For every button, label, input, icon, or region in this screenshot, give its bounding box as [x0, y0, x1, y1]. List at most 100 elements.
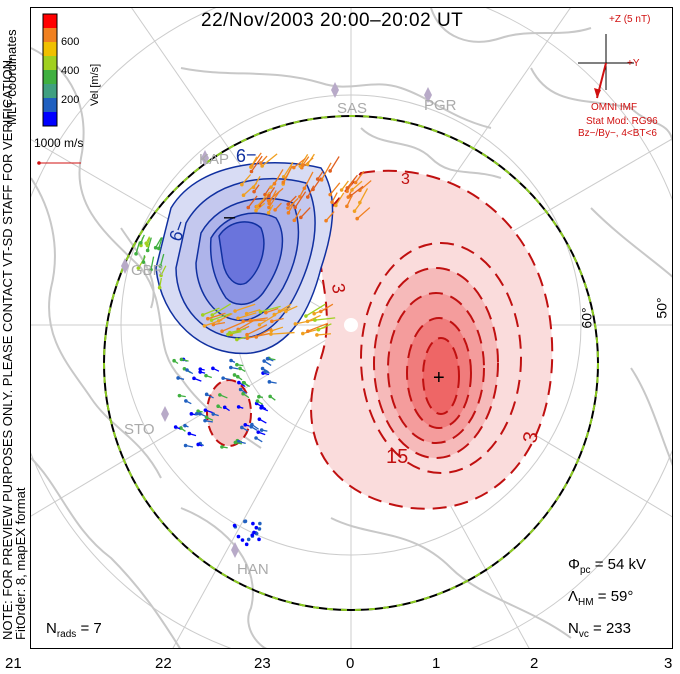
mlt-tick-23: 23	[254, 655, 271, 672]
velocity-vector	[359, 180, 372, 191]
velocity-vector	[341, 180, 349, 191]
velocity-vector-origin	[286, 206, 290, 210]
velocity-vector	[307, 322, 329, 332]
reference-vector-label: 1000 m/s	[34, 136, 84, 150]
velocity-vector	[246, 324, 268, 336]
velocity-colorbar	[42, 13, 58, 127]
velocity-vector-origin	[203, 408, 208, 412]
velocity-vector	[207, 312, 226, 320]
colorbar-swatch	[43, 98, 57, 112]
velocity-vector	[320, 303, 334, 312]
velocity-vector-origin	[141, 260, 146, 264]
velocity-vector	[293, 208, 302, 221]
velocity-vector	[329, 182, 341, 196]
velocity-vector	[359, 188, 369, 203]
velocity-vector	[273, 169, 284, 185]
velocity-vector-origin	[330, 200, 334, 204]
velocity-vector	[270, 331, 295, 335]
station-label-sto: STO	[124, 421, 155, 438]
plot-title: 22/Nov/2003 20:00–20:02 UT	[201, 10, 464, 31]
velocity-vector	[329, 156, 340, 172]
colorbar-swatch	[43, 56, 57, 70]
velocity-vector-origin	[267, 380, 272, 384]
velocity-vector-origin	[233, 440, 238, 445]
velocity-vector	[285, 305, 298, 312]
velocity-vector	[265, 307, 279, 314]
velocity-vector-origin	[203, 418, 207, 423]
velocity-vector-origin	[260, 366, 265, 371]
velocity-vector	[259, 193, 271, 206]
velocity-vector-origin	[221, 376, 225, 380]
velocity-vector-origin	[229, 365, 233, 370]
velocity-vector-origin	[238, 366, 242, 371]
velocity-vector	[211, 303, 232, 316]
velocity-vector-origin	[184, 399, 188, 403]
colorbar-swatch	[43, 42, 57, 56]
velocity-vector-origin	[345, 189, 349, 194]
velocity-vector-origin	[258, 310, 263, 314]
imf-model-label: OMNI IMF	[591, 102, 638, 113]
velocity-vector-origin	[315, 177, 320, 181]
velocity-vector	[271, 326, 284, 332]
small-positive-cell	[206, 379, 252, 447]
velocity-vector	[355, 170, 365, 183]
velocity-vector-origin	[346, 195, 351, 199]
colorbar-swatch	[43, 28, 57, 42]
mlt-tick-0: 0	[346, 655, 355, 672]
velocity-vector	[316, 333, 332, 336]
velocity-vector	[260, 305, 281, 313]
lat-label-60: 60°	[578, 307, 595, 329]
velocity-vector-origin	[302, 186, 307, 191]
velocity-vector-origin	[254, 208, 258, 213]
velocity-vector	[229, 328, 247, 334]
velocity-vector	[234, 303, 256, 312]
map-frame: SAS PGR KAP GBR STO HAN 60° 50° −9 −9 3 …	[30, 7, 673, 649]
velocity-vector-origin	[204, 415, 209, 420]
velocity-vector-origin	[220, 329, 224, 334]
velocity-vector-origin	[189, 412, 194, 416]
station-label-gbr: GBR	[131, 262, 164, 279]
velocity-vector-origin	[304, 314, 308, 318]
velocity-vector-origin	[299, 215, 303, 220]
reference-vector-dot	[37, 161, 41, 165]
velocity-vector-origin	[265, 356, 270, 361]
velocity-vector-origin	[355, 216, 360, 221]
mlt-tick-2: 2	[530, 655, 539, 672]
velocity-vector	[250, 317, 268, 322]
velocity-vector-origin	[301, 331, 305, 336]
velocity-vector	[312, 177, 322, 190]
velocity-vectors	[134, 152, 372, 547]
velocity-vector-origin	[260, 164, 264, 168]
velocity-vector	[268, 191, 280, 208]
velocity-vector-origin	[196, 442, 200, 447]
velocity-vector-origin	[177, 393, 182, 398]
stat-model-label: Stat Mod: RG96	[586, 116, 658, 127]
colorbar-swatch	[43, 84, 57, 98]
colorbar-swatch	[43, 112, 57, 126]
velocity-vector-origin	[153, 245, 158, 250]
velocity-vector	[287, 195, 297, 205]
hm-boundary-latitude: ΛHM = 59°	[568, 588, 634, 608]
velocity-vector-origin	[149, 267, 153, 272]
velocity-vector-origin	[324, 218, 328, 223]
vector-count: Nvc = 233	[568, 620, 631, 640]
colorbar-swatch	[43, 70, 57, 84]
velocity-vector-origin	[220, 445, 224, 449]
velocity-vector	[335, 192, 345, 206]
velocity-vector	[147, 237, 152, 251]
velocity-vector-origin	[210, 313, 215, 317]
velocity-vector-origin	[264, 310, 268, 315]
potential-minimum-marker: –	[224, 206, 236, 228]
velocity-vector-origin	[339, 188, 344, 192]
polar-convection-map	[31, 8, 672, 648]
velocity-vector-origin	[211, 412, 216, 416]
velocity-vector	[279, 303, 292, 312]
velocity-vector-origin	[315, 333, 319, 337]
velocity-vector-origin	[250, 533, 255, 537]
velocity-vector-origin	[209, 318, 214, 322]
velocity-vector-origin	[249, 169, 254, 174]
station-label-han: HAN	[237, 561, 269, 578]
velocity-vector-origin	[204, 373, 208, 378]
station-label-sas: SAS	[337, 100, 368, 117]
velocity-vector-origin	[179, 426, 183, 430]
